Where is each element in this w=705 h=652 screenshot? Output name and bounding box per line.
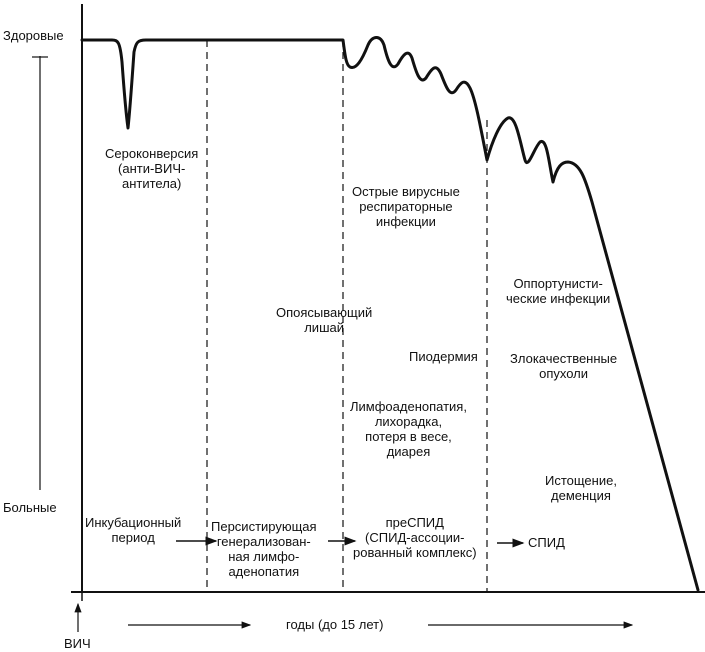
stage-persistent-lymphadenopathy: Персистирующая генерализован- ная лимфо-… [211,519,317,579]
pyoderma-note: Пиодермия [409,349,478,364]
stage-aids: СПИД [528,535,565,550]
stage-pre-aids: преСПИД (СПИД-ассоции- рованный комплекс… [353,515,477,560]
opportunistic-infections-note: Оппортунисти- ческие инфекции [506,276,611,306]
sick-label: Больные [3,500,57,515]
hiv-origin-label: ВИЧ [64,636,91,651]
wasting-dementia-note: Истощение, деменция [545,473,617,503]
herpes-zoster-note: Опоясывающий лишай [276,305,373,335]
malignant-tumors-note: Злокачественные опухоли [510,351,618,381]
respiratory-infections-note: Острые вирусные респираторные инфекции [352,184,460,229]
lymphadenopathy-note: Лимфоаденопатия, лихорадка, потеря в вес… [350,399,467,459]
seroconversion-note: Сероконверсия (анти-ВИЧ- антитела) [105,146,199,191]
health-curve [80,36,700,592]
healthy-label: Здоровые [3,28,64,43]
time-axis-label: годы (до 15 лет) [286,617,384,632]
stage-incubation: Инкубационный период [85,515,182,545]
